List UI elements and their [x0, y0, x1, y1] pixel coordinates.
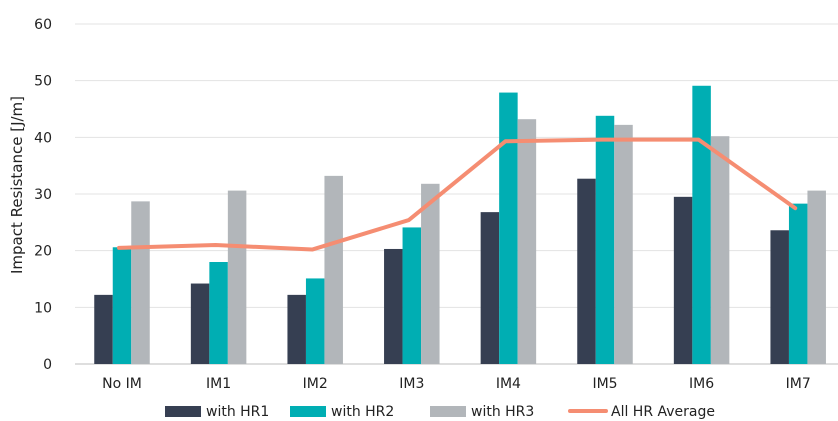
y-tick-labels: 0 10 20 30 40 50 60 — [34, 17, 52, 373]
bar-with-hr2 — [112, 247, 132, 364]
bar-with-hr3 — [227, 190, 247, 364]
legend: with HR1 with HR2 with HR3 All HR Average — [165, 404, 715, 420]
legend-swatch — [290, 406, 326, 417]
bar-with-hr3 — [614, 124, 633, 364]
bar-with-hr3 — [517, 119, 537, 364]
bar-with-hr3 — [710, 136, 730, 364]
legend-swatch — [165, 406, 201, 417]
bar-with-hr1 — [190, 283, 210, 364]
bar-with-hr1 — [673, 196, 693, 364]
x-tick-label: No IM — [102, 376, 142, 392]
legend-swatch — [430, 406, 466, 417]
legend-label: with HR2 — [331, 404, 394, 420]
y-tick-label: 30 — [34, 187, 52, 203]
bar-with-hr2 — [499, 92, 518, 365]
y-tick-label: 50 — [34, 74, 52, 90]
bar-with-hr1 — [384, 248, 403, 364]
bar-with-hr1 — [94, 294, 113, 364]
bar-with-hr2 — [305, 278, 325, 364]
bar-with-hr3 — [807, 190, 826, 364]
bar-with-hr2 — [692, 85, 711, 365]
y-tick-label: 20 — [34, 244, 52, 260]
bar-with-hr3 — [131, 201, 150, 364]
legend-label: with HR1 — [206, 404, 269, 420]
legend-label: with HR3 — [471, 404, 534, 420]
x-tick-label: IM1 — [206, 376, 231, 392]
y-tick-label: 10 — [34, 300, 52, 316]
y-tick-label: 0 — [43, 357, 52, 373]
x-tick-label: IM5 — [592, 376, 617, 392]
legend-label: All HR Average — [611, 404, 715, 420]
x-tick-labels: No IM IM1 IM2 IM3 IM4 IM5 IM6 IM7 — [102, 376, 811, 392]
x-tick-label: IM7 — [786, 376, 811, 392]
x-tick-label: IM4 — [496, 376, 521, 392]
average-line — [117, 137, 798, 252]
bars — [94, 85, 826, 365]
bar-with-hr1 — [577, 178, 596, 364]
bar-with-hr3 — [324, 175, 343, 364]
bar-with-hr2 — [402, 227, 422, 364]
y-tick-label: 60 — [34, 17, 52, 33]
bar-with-hr2 — [209, 262, 228, 364]
x-tick-label: IM2 — [303, 376, 328, 392]
bar-with-hr1 — [287, 294, 306, 364]
bar-with-hr2 — [788, 203, 808, 364]
bar-with-hr1 — [480, 212, 500, 364]
line-all-hr-average — [117, 137, 798, 252]
y-axis-title: Impact Resistance [J/m] — [8, 96, 26, 274]
bar-with-hr3 — [421, 183, 440, 364]
x-tick-label: IM6 — [689, 376, 714, 392]
bar-with-hr1 — [770, 230, 789, 364]
bar-with-hr2 — [595, 115, 615, 364]
x-tick-label: IM3 — [399, 376, 424, 392]
y-tick-label: 40 — [34, 130, 52, 146]
